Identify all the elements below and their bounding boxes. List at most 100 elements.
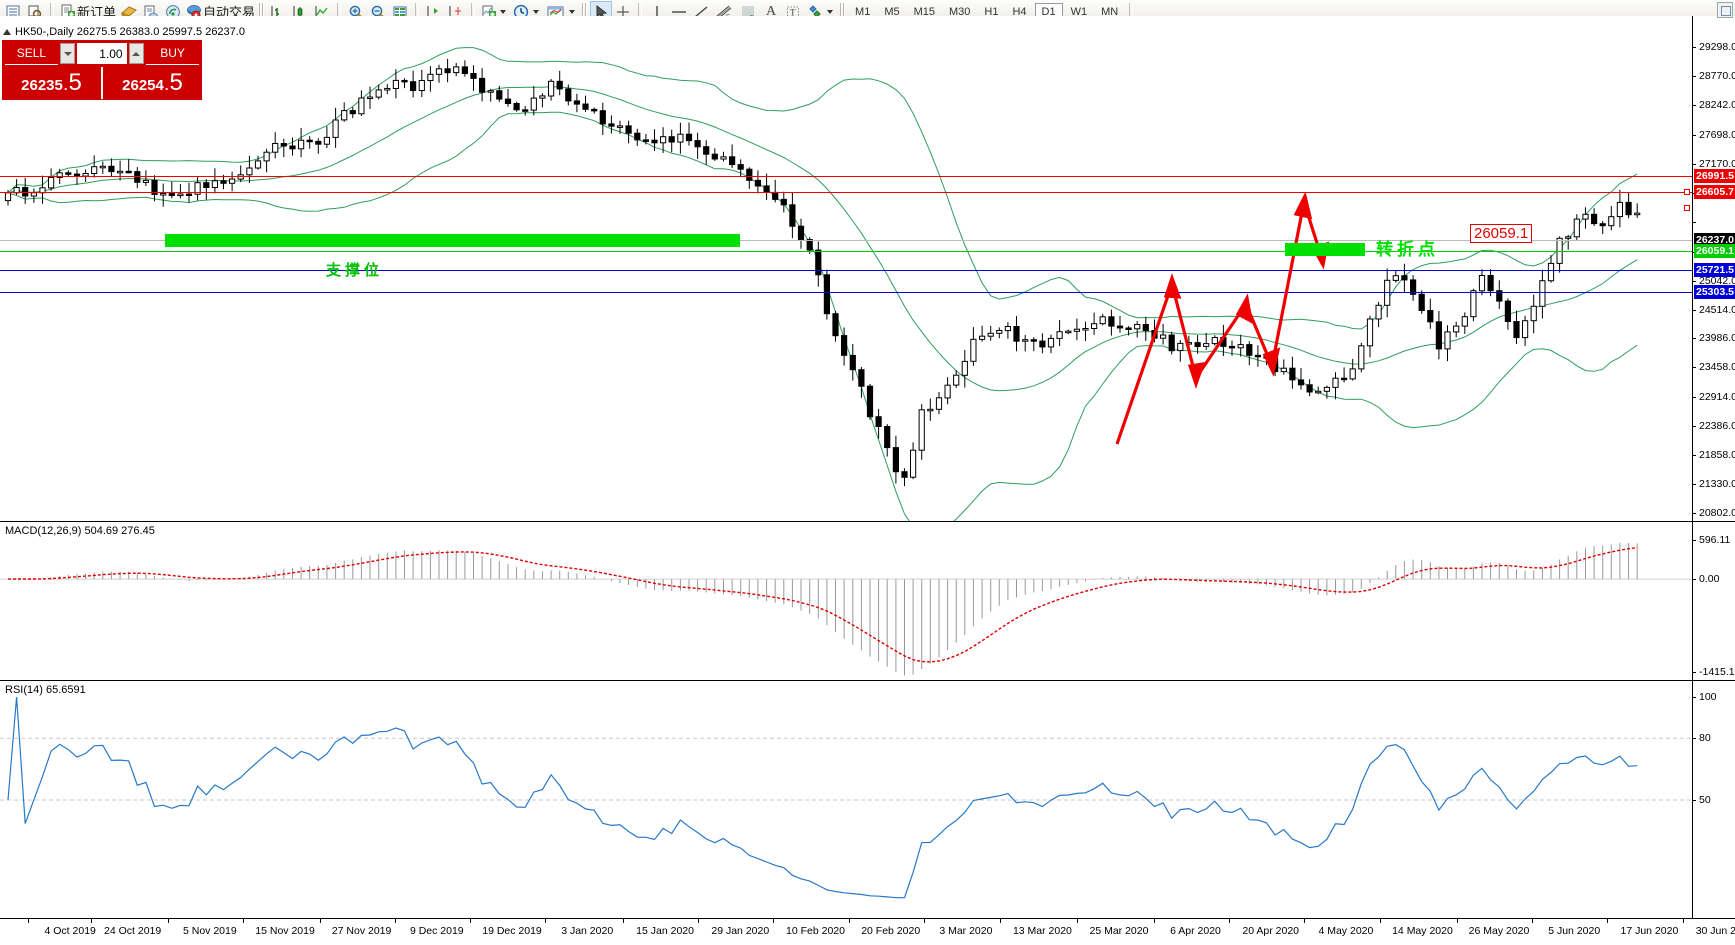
- zoom-out-icon[interactable]: [367, 1, 389, 23]
- price-tick-label: 24514.0: [1699, 303, 1735, 316]
- price-tick-label: 28242.0: [1699, 99, 1735, 112]
- macd-tick: [1692, 579, 1696, 581]
- price-tick: [1692, 47, 1696, 49]
- macd-series: [0, 542, 1692, 676]
- rsi-tick: [1692, 800, 1696, 801]
- price-tag-resistance-line[interactable]: 26991.5: [1694, 169, 1735, 183]
- text-icon[interactable]: A: [760, 1, 782, 23]
- price-tag-bid-line[interactable]: 26059.1: [1694, 244, 1735, 258]
- rsi-plot-area[interactable]: [0, 681, 1735, 918]
- line-anchor-marker[interactable]: [1684, 205, 1690, 211]
- toolbar-separator-5: [638, 2, 643, 21]
- price-tick-label: 27170.0: [1699, 157, 1735, 170]
- date-tick-label: 15 Jan 2020: [636, 925, 694, 937]
- symbol-ohlc-line: HK50-,Daily 26275.5 26383.0 25997.5 2623…: [0, 25, 245, 38]
- macd-indicator-label: MACD(12,26,9) 504.69 276.45: [3, 525, 157, 537]
- date-tick-label: 20 Apr 2020: [1242, 925, 1300, 937]
- trendline-icon[interactable]: [690, 1, 712, 23]
- date-axis[interactable]: 4 Oct 2019 24 Oct 2019 5 Nov 2019 15 Nov 20…: [0, 918, 1735, 945]
- sell-price[interactable]: 26235 . 5: [2, 67, 101, 99]
- rsi-scale[interactable]: 100 80 50: [1692, 681, 1735, 918]
- timeframe-m5-button[interactable]: M5: [884, 5, 900, 18]
- date-tick: [167, 919, 169, 923]
- crosshair-icon[interactable]: [612, 1, 634, 23]
- macd-pane[interactable]: MACD(12,26,9) 504.69 276.45 596.11 0.00 -1…: [0, 521, 1735, 680]
- date-tick: [90, 919, 92, 923]
- resistance-line-1[interactable]: [0, 176, 1692, 177]
- date-tick-label: 3 Mar 2020: [939, 925, 993, 937]
- date-tick-label: 29 Jan 2020: [711, 925, 770, 937]
- chart-resize-handle[interactable]: [1717, 2, 1733, 18]
- price-tick: [1692, 484, 1696, 486]
- resistance-line-2[interactable]: [0, 192, 1692, 193]
- timeframe-mn-button[interactable]: MN: [1101, 5, 1119, 18]
- price-tick-label: 25042.0: [1699, 274, 1735, 287]
- buy-price[interactable]: 26254 . 5: [103, 67, 202, 99]
- price-tick-label: 20802.0: [1699, 507, 1735, 519]
- macd-tick-label: -1415.19: [1699, 666, 1735, 678]
- text-icon-glyph: A: [765, 3, 777, 19]
- buy-button[interactable]: BUY: [146, 42, 199, 65]
- timeframe-m15-button[interactable]: M15: [913, 5, 935, 18]
- vertical-line-icon[interactable]: [646, 1, 668, 23]
- templates-caret-icon[interactable]: [569, 9, 576, 14]
- date-tick-label: 25 Mar 2020: [1089, 925, 1149, 937]
- date-tick-label: 14 May 2020: [1392, 925, 1453, 937]
- price-tag-last-price[interactable]: 26237.0: [1694, 233, 1735, 247]
- text-label-icon[interactable]: T: [782, 1, 804, 23]
- price-tick-label: 23458.0: [1699, 361, 1735, 374]
- shapes-icon[interactable]: [804, 1, 838, 23]
- signals-icon[interactable]: [162, 1, 184, 23]
- macd-scale[interactable]: 596.11 0.00 -1415.19: [1692, 522, 1735, 680]
- support-line-1[interactable]: [0, 270, 1692, 271]
- date-tick-label: 15 Nov 2019: [255, 925, 315, 937]
- line-anchor-marker[interactable]: [1684, 189, 1690, 195]
- templates-icon[interactable]: [544, 1, 580, 23]
- macd-plot-area[interactable]: [0, 522, 1735, 680]
- date-tick: [1228, 919, 1230, 923]
- turning-zone-rect[interactable]: [1285, 243, 1365, 256]
- price-tag-support-line[interactable]: 25721.5: [1694, 263, 1735, 277]
- price-plot-area[interactable]: 支撑位 转折点 26059.1: [0, 16, 1735, 521]
- price-tag-resistance-line[interactable]: 26605.7: [1694, 185, 1735, 199]
- rsi-series: [0, 696, 1692, 899]
- date-tick-label: 5 Jun 2020: [1548, 925, 1601, 937]
- timeframe-m30-button[interactable]: M30: [949, 5, 971, 18]
- zoom-in-icon[interactable]: [345, 1, 367, 23]
- rsi-pane[interactable]: RSI(14) 65.6591 100 80 50: [0, 680, 1735, 918]
- timeframe-w1-button[interactable]: W1: [1070, 5, 1088, 18]
- add-indicator-caret-icon[interactable]: [500, 9, 507, 14]
- mql5-community-icon[interactable]: [140, 1, 162, 23]
- price-callout-box[interactable]: 26059.1: [1470, 224, 1533, 243]
- shapes-caret-icon[interactable]: [827, 9, 834, 14]
- price-scale[interactable]: 29298.028770.028242.027698.027170.025570…: [1692, 16, 1735, 521]
- support-line-2[interactable]: [0, 292, 1692, 293]
- timeframe-h1-button[interactable]: H1: [984, 5, 999, 18]
- price-tick: [1692, 163, 1696, 165]
- collapse-triangle-icon[interactable]: [3, 28, 11, 35]
- toolbar-grip[interactable]: [259, 2, 265, 21]
- date-tick: [1076, 919, 1078, 923]
- one-click-trading-panel[interactable]: SELL 1.00 BUY 26235 . 5 26254 . 5: [2, 40, 202, 100]
- volume-increment-button[interactable]: [128, 43, 145, 64]
- toolbar-grip-2[interactable]: [582, 2, 588, 21]
- date-tick-label: 5 Nov 2019: [182, 925, 237, 937]
- price-tick: [1692, 309, 1696, 311]
- timeframe-m1-button[interactable]: M1: [855, 5, 871, 18]
- price-tick-label: 21858.0: [1699, 449, 1735, 462]
- support-zone-rect[interactable]: [165, 234, 740, 247]
- sell-button[interactable]: SELL: [5, 42, 58, 65]
- volume-input[interactable]: 1.00: [77, 43, 127, 64]
- timeframe-h4-button[interactable]: H4: [1012, 5, 1027, 18]
- date-tick-label: 3 Jan 2020: [561, 925, 614, 937]
- periodicity-icon[interactable]: [511, 1, 544, 23]
- price-chart-pane[interactable]: 支撑位 转折点 26059.1 29298.0 28770.0 28242.0 276…: [0, 16, 1735, 521]
- date-tick: [545, 919, 547, 923]
- date-tick: [848, 919, 850, 923]
- volume-decrement-button[interactable]: [59, 43, 76, 64]
- macd-axis-line: [1692, 522, 1693, 680]
- price-tag-support-line[interactable]: 25303.5: [1694, 285, 1735, 299]
- toolbar-grip-3[interactable]: [840, 2, 846, 21]
- horizontal-line-icon[interactable]: [668, 1, 690, 23]
- periodicity-caret-icon[interactable]: [533, 9, 540, 14]
